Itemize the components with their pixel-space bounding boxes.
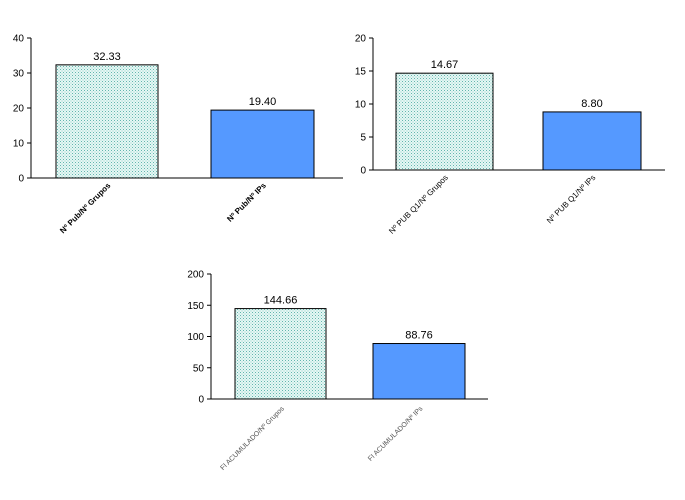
category-label: FI ACUMULADO/Nº Grupos bbox=[219, 405, 286, 472]
bar-value-label: 8.80 bbox=[581, 98, 602, 110]
bar-value-label: 88.76 bbox=[405, 330, 433, 342]
bar bbox=[234, 308, 327, 400]
chart-publications: 0 10 20 30 40 32.33 Nº Pub/Nº Grupos 19.40 Nº Pu… bbox=[13, 34, 343, 236]
category-label: Nº PUB Q1/Nº Grupos bbox=[387, 173, 450, 236]
bar-value-label: 32.33 bbox=[93, 51, 121, 63]
category-label: Nº Pub/Nº IPs bbox=[225, 181, 268, 224]
y-tick-label: 0 bbox=[18, 174, 24, 185]
y-tick-label: 200 bbox=[187, 270, 204, 281]
bar-value-label: 14.67 bbox=[431, 59, 459, 71]
y-tick-label: 0 bbox=[360, 166, 366, 177]
y-tick-label: 5 bbox=[360, 133, 366, 144]
y-tick-label: 10 bbox=[13, 139, 25, 150]
y-tick-label: 150 bbox=[187, 301, 204, 312]
bar bbox=[55, 64, 159, 179]
category-label: Nº Pub/Nº Grupos bbox=[58, 181, 113, 236]
bar-value-label: 19.40 bbox=[249, 96, 277, 108]
bar bbox=[395, 72, 494, 171]
bar-value-label: 144.66 bbox=[264, 295, 298, 307]
bar bbox=[542, 111, 642, 171]
y-tick-label: 40 bbox=[13, 34, 25, 45]
y-tick-label: 20 bbox=[355, 34, 367, 45]
bar bbox=[372, 343, 466, 400]
y-tick-label: 15 bbox=[355, 67, 367, 78]
y-tick-label: 100 bbox=[187, 332, 204, 343]
y-tick-label: 50 bbox=[193, 363, 205, 374]
y-tick-label: 30 bbox=[13, 69, 25, 80]
y-tick-label: 10 bbox=[355, 100, 367, 111]
chart-publications-q1: 0 5 10 15 20 14.67 Nº PUB Q1/Nº Grupos 8.80 Nº P… bbox=[355, 34, 665, 236]
y-tick-label: 0 bbox=[198, 395, 204, 406]
y-tick-label: 20 bbox=[13, 104, 25, 115]
category-label: Nº PUB Q1/Nº IPs bbox=[545, 173, 597, 225]
chart-impact-factor: 0 50 100 150 200 144.66 FI ACUMULADO/Nº Grupos… bbox=[187, 270, 488, 472]
category-label: FI ACUMULADO/Nº IPs bbox=[367, 405, 425, 463]
bar bbox=[210, 109, 315, 179]
